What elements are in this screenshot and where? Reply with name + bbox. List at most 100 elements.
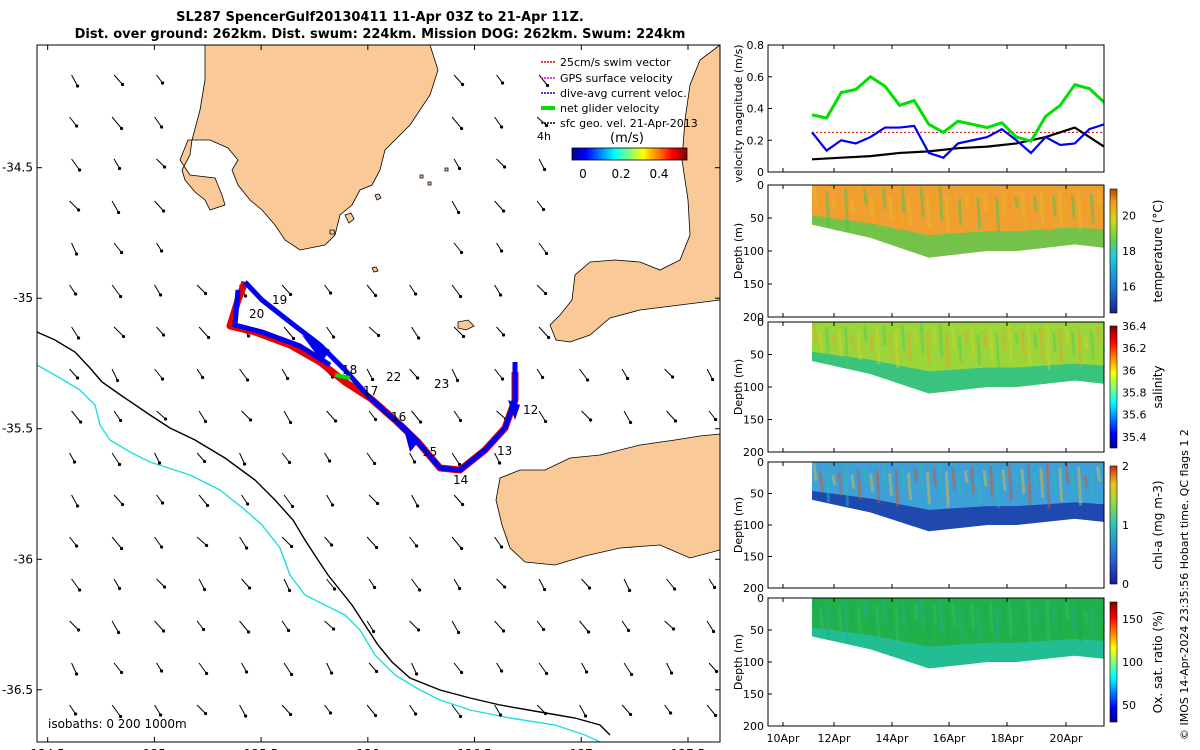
map-x-tick-label: 136 (356, 747, 379, 750)
section-deep-layer-4 (812, 627, 1104, 669)
map-x-tick-label: 134.5 (30, 747, 64, 750)
chart-title-line2: Dist. over ground: 262km. Dist. swum: 22… (74, 27, 686, 42)
glider-track (226, 280, 520, 474)
depth-y-tick: 50 (750, 624, 764, 637)
depth-y-label: Depth (m) (732, 359, 745, 415)
isobath-200m (37, 331, 611, 736)
map-x-tick-label: 137 (570, 747, 593, 750)
depth-y-tick: 150 (743, 414, 764, 427)
colorbar-label: Ox. sat. ratio (%) (1151, 611, 1165, 713)
colorbar-2 (1109, 325, 1118, 449)
time-tick-label: 10Apr (766, 732, 800, 745)
colorbar-tick: 1 (1122, 519, 1129, 532)
sfc-velocity-arrows (69, 74, 719, 719)
depth-y-tick: 0 (757, 179, 764, 192)
day-labels: 12 13 14 15 16 17 18 19 20 22 23 (249, 293, 538, 487)
map-x-tick-label: 135.5 (244, 747, 278, 750)
colorbar-tick: 100 (1122, 656, 1143, 669)
day-label: 23 (434, 377, 449, 391)
isobaths-label: isobaths: 0 200 1000m (48, 717, 187, 731)
section-deep-layer-3 (812, 490, 1104, 532)
colorbar-tick: 18 (1122, 245, 1136, 258)
speed-colorbar-tick: 0 (579, 167, 587, 181)
scale-label: 4h (537, 130, 551, 143)
day-label: 16 (391, 410, 406, 424)
colorbar-1 (1109, 188, 1118, 314)
colorbar-tick: 35.6 (1122, 409, 1147, 422)
map-x-tick-label: 136.5 (457, 747, 491, 750)
track-net-velocity (334, 373, 351, 380)
speed-colorbar-tick: 0.2 (611, 167, 630, 181)
colorbar-units: (m/s) (610, 131, 644, 146)
colorbar-tick: 0 (1122, 578, 1129, 591)
depth-y-tick: 200 (743, 311, 764, 324)
time-tick-label: 12Apr (817, 732, 851, 745)
day-label: 20 (249, 307, 264, 321)
series-line-net-glider-velocity (811, 74, 1106, 143)
map-x-tick-label: 137.5 (671, 747, 705, 750)
depth-y-tick: 150 (743, 278, 764, 291)
depth-y-tick: 50 (750, 212, 764, 225)
colorbar-tick: 150 (1122, 613, 1143, 626)
depth-y-tick: 100 (743, 381, 764, 394)
colorbar-label: chl-a (mg m-3) (1151, 480, 1165, 569)
section-deep-layer-1 (812, 215, 1104, 258)
depth-y-tick: 150 (743, 551, 764, 564)
velocity-y-tick: 0 (757, 166, 764, 179)
colorbar-tick: 35.4 (1122, 431, 1147, 444)
depth-y-label: Depth (m) (732, 223, 745, 279)
colorbar-label: salinity (1151, 365, 1165, 408)
colorbar-label: temperature (°C) (1151, 200, 1165, 303)
day-label: 22 (386, 370, 401, 384)
chart-title-line1: SL287 SpencerGulf20130411 11-Apr 03Z to … (176, 10, 584, 25)
depth-y-label: Depth (m) (732, 634, 745, 690)
colorbar-tick: 35.8 (1122, 387, 1147, 400)
day-label: 14 (453, 473, 468, 487)
time-tick-label: 18Apr (990, 732, 1024, 745)
series-line-sfc-geo-vel- (811, 126, 1105, 161)
depth-y-label: Depth (m) (732, 497, 745, 553)
day-label: 13 (497, 444, 512, 458)
land-kangaroo-island (495, 433, 720, 566)
depth-y-tick: 200 (743, 446, 764, 459)
map-x-tick-label: 135 (143, 747, 166, 750)
time-tick-label: 16Apr (932, 732, 966, 745)
map-y-tick-label: -34.5 (2, 161, 33, 175)
depth-y-tick: 200 (743, 582, 764, 595)
legend-label: net glider velocity (560, 102, 660, 115)
isobath-1000m (37, 364, 601, 742)
day-label: 18 (342, 363, 357, 377)
map-panel: 12 13 14 15 16 17 18 19 20 22 23 134.5 135 135.5 136 1… (2, 44, 721, 750)
depth-y-tick: 150 (743, 688, 764, 701)
track-current-vectors-return (232, 289, 332, 368)
map-legend: 25cm/s swim vector GPS surface velocity … (537, 56, 698, 181)
day-label: 15 (422, 445, 437, 459)
depth-y-tick: 0 (757, 316, 764, 329)
map-y-tick-label: -36 (13, 552, 33, 566)
velocity-y-tick: 0.6 (747, 71, 765, 84)
speed-colorbar-tick: 0.4 (649, 167, 668, 181)
depth-y-tick: 0 (757, 592, 764, 605)
colorbar-tick: 50 (1122, 699, 1136, 712)
depth-y-tick: 50 (750, 488, 764, 501)
velocity-y-tick: 0.2 (747, 134, 765, 147)
time-tick-label: 14Apr (875, 732, 909, 745)
day-label: 12 (523, 403, 538, 417)
legend-label: GPS surface velocity (560, 72, 673, 85)
colorbar-tick: 36 (1122, 364, 1136, 377)
small-islands (329, 167, 475, 331)
velocity-y-tick: 0.8 (747, 39, 765, 52)
depth-y-tick: 100 (743, 519, 764, 532)
depth-y-tick: 100 (743, 245, 764, 258)
colorbar-3 (1109, 465, 1118, 585)
day-label: 17 (363, 384, 378, 398)
depth-y-tick: 100 (743, 656, 764, 669)
colorbar-4 (1109, 601, 1118, 723)
series-line-dive-avg-current-veloc- (811, 123, 1105, 159)
credit-text: © IMOS 14-Apr-2024 23:35:56 Hobart time.… (1178, 429, 1191, 740)
land-eyre-peninsula (179, 45, 439, 251)
depth-y-tick: 50 (750, 349, 764, 362)
depth-y-tick: 0 (757, 456, 764, 469)
legend-label: dive-avg current veloc. (560, 87, 687, 100)
